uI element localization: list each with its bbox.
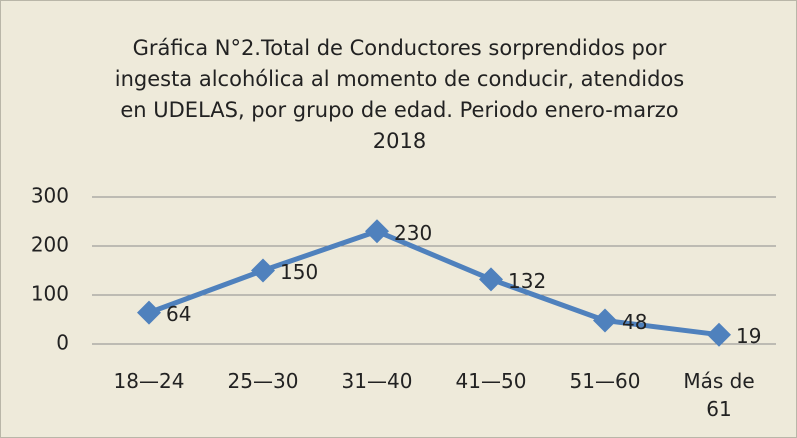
data-label: 132 <box>508 269 546 293</box>
marker <box>365 219 389 244</box>
marker <box>707 322 731 347</box>
chart-title: en UDELAS, por grupo de edad. Periodo en… <box>120 98 679 122</box>
chart-title: 2018 <box>372 129 427 153</box>
x-tick-label: 51—60 <box>569 369 641 393</box>
data-label: 19 <box>736 324 761 348</box>
y-tick-label: 300 <box>31 184 69 208</box>
y-tick-label: 0 <box>56 331 69 355</box>
x-tick-label: 31—40 <box>341 369 413 393</box>
marker <box>251 258 275 283</box>
x-tick-label: 18—24 <box>113 369 185 393</box>
y-tick-label: 200 <box>31 233 69 257</box>
marker <box>137 300 161 325</box>
x-tick-label: 25—30 <box>227 369 299 393</box>
y-tick-label: 100 <box>31 282 69 306</box>
chart-title: ingesta alcohólica al momento de conduci… <box>114 67 685 91</box>
chart-title: Gráfica N°2.Total de Conductores sorpren… <box>132 36 667 60</box>
line <box>148 228 720 338</box>
data-label: 150 <box>280 260 318 284</box>
data-label: 64 <box>166 302 191 326</box>
data-label: 230 <box>394 221 432 245</box>
x-tick-label: Más de 61 <box>683 369 755 421</box>
marker <box>593 308 617 333</box>
x-tick-label: 41—50 <box>455 369 527 393</box>
data-label: 48 <box>622 310 647 334</box>
marker <box>479 267 503 292</box>
